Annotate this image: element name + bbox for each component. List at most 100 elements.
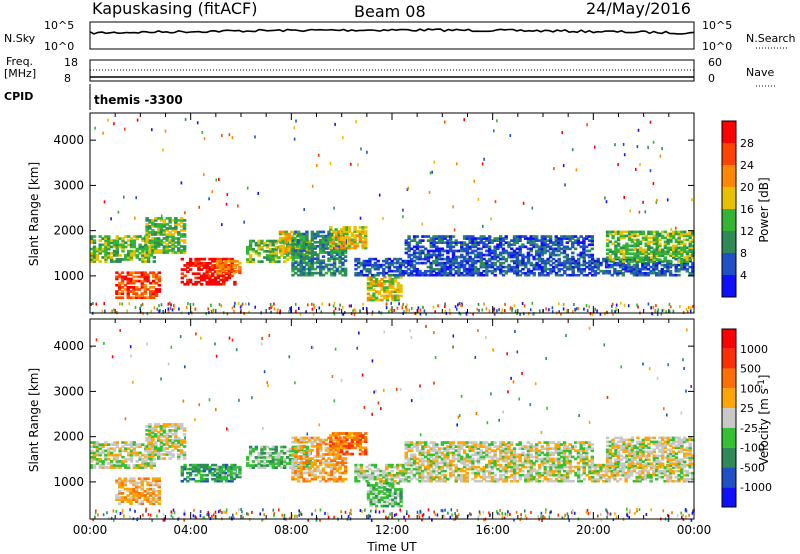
power-cell: [579, 263, 584, 267]
power-cell: [499, 243, 503, 247]
velocity-cell: [120, 496, 125, 499]
power-cell: [137, 288, 142, 291]
power-cell: [471, 267, 475, 271]
velocity-cell: [376, 469, 380, 473]
velocity-cell: [182, 427, 187, 430]
power-cell: [369, 278, 373, 281]
power-cell: [296, 249, 301, 252]
power-cell: [593, 265, 598, 269]
power-cell: [655, 232, 659, 236]
power-noise-cell: [448, 308, 451, 312]
power-cell: [174, 245, 178, 248]
power-cell: [319, 269, 323, 273]
velocity-cell: [124, 443, 128, 446]
power-cell: [296, 253, 301, 256]
velocity-cell: [366, 498, 371, 502]
power-cell: [332, 269, 337, 273]
power-noise-cell: [95, 302, 98, 306]
velocity-cell: [305, 471, 309, 475]
velocity-cell: [126, 489, 130, 493]
power-cell: [227, 265, 231, 269]
power-cell: [359, 261, 364, 265]
power-cell: [529, 261, 534, 265]
power-cell: [138, 245, 142, 249]
power-cell: [329, 246, 333, 250]
power-cell: [669, 234, 673, 238]
power-cell: [384, 261, 389, 265]
velocity-cell: [274, 456, 278, 459]
velocity-cell: [232, 473, 236, 477]
power-cell: [90, 251, 94, 255]
power-cell: [197, 259, 201, 263]
power-cell: [141, 237, 145, 240]
power-echo-region: [354, 257, 695, 277]
power-cell: [330, 251, 334, 254]
power-noise-cell: [201, 131, 204, 134]
velocity-cell: [371, 463, 375, 467]
power-cell: [330, 263, 334, 267]
power-cell: [563, 259, 567, 263]
velocity-cell: [308, 460, 312, 463]
power-cell: [661, 250, 665, 253]
power-noise-cell: [225, 202, 228, 206]
power-cell: [281, 230, 286, 234]
power-cell: [156, 231, 161, 234]
power-cell: [582, 253, 586, 257]
power-cell: [683, 238, 687, 242]
power-cell: [515, 255, 519, 259]
velocity-cell: [332, 465, 337, 469]
power-cell: [669, 238, 673, 242]
power-cell: [372, 294, 376, 298]
power-cell: [146, 260, 151, 263]
power-cell: [121, 237, 125, 240]
power-cell: [180, 276, 184, 280]
power-cell: [658, 238, 662, 242]
power-cell: [590, 247, 594, 251]
velocity-cell: [330, 471, 334, 475]
power-cell: [454, 271, 458, 275]
power-cell: [668, 269, 673, 273]
velocity-cell: [221, 469, 225, 473]
velocity-cell: [361, 452, 365, 456]
power-noise-cell: [501, 308, 504, 312]
power-cell: [487, 249, 492, 253]
power-cell: [385, 298, 390, 302]
velocity-cell: [409, 469, 414, 473]
power-cell: [485, 271, 489, 275]
velocity-cell: [115, 479, 119, 483]
velocity-cell: [332, 471, 337, 475]
velocity-cell: [221, 466, 225, 469]
power-cell: [426, 269, 431, 273]
power-cell: [471, 263, 475, 267]
power-cell: [156, 225, 161, 228]
power-cell: [404, 241, 408, 244]
power-cell: [552, 257, 556, 261]
power-cell: [429, 267, 433, 271]
power-cell: [342, 242, 346, 246]
velocity-echo-region: [354, 463, 695, 483]
velocity-cell: [327, 436, 331, 440]
velocity-cell: [316, 438, 320, 442]
power-cell: [515, 273, 520, 277]
velocity-cell: [174, 437, 178, 440]
power-cell: [590, 239, 594, 242]
power-cell: [407, 245, 411, 249]
velocity-cell: [263, 445, 267, 449]
power-cell: [649, 257, 653, 261]
power-noise-cell: [561, 131, 563, 135]
power-cell: [321, 267, 326, 271]
velocity-cell: [183, 477, 187, 481]
velocity-cell: [177, 427, 181, 430]
power-cell: [521, 267, 525, 271]
power-cell: [415, 247, 420, 251]
velocity-cell: [375, 492, 379, 495]
power-cell: [165, 237, 169, 240]
power-cell: [499, 251, 503, 255]
power-cell: [341, 253, 345, 256]
power-cell: [183, 274, 187, 278]
power-cell: [674, 263, 678, 267]
velocity-cell: [334, 446, 338, 450]
velocity-cell: [454, 463, 458, 467]
velocity-cell: [307, 473, 312, 477]
power-cell: [115, 247, 119, 251]
